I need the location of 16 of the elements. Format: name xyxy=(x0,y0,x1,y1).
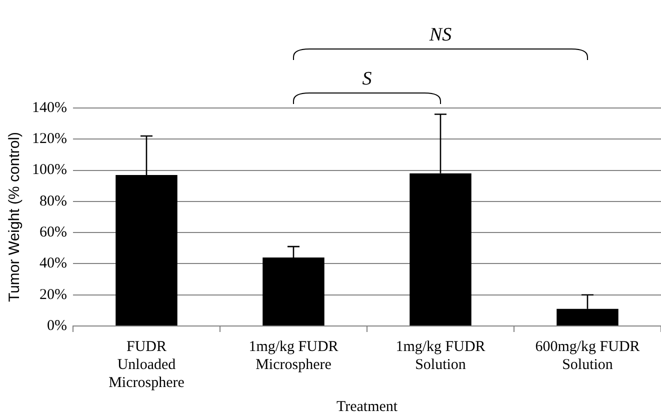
y-tick-label: 80% xyxy=(39,193,67,210)
y-tick-label: 60% xyxy=(39,224,67,241)
y-tick-label: 120% xyxy=(32,131,67,148)
x-tick-label: FUDR Unloaded Microsphere xyxy=(108,338,185,391)
x-tick-label: 1mg/kg FUDR Microsphere xyxy=(248,338,338,373)
x-tick-label: 600mg/kg FUDR Solution xyxy=(535,338,640,373)
y-tick-label: 140% xyxy=(32,100,67,116)
y-axis-title: Tumor Weight (% control) xyxy=(6,132,24,302)
x-tick-label: 1mg/kg FUDR Solution xyxy=(396,338,486,373)
text: S xyxy=(362,68,372,90)
y-tick-label: 100% xyxy=(32,162,67,178)
y-tick-label: 0% xyxy=(46,318,67,334)
y-tick-label: 20% xyxy=(39,286,67,303)
y-tick-label: 40% xyxy=(39,256,67,272)
x-axis-title: Treatment xyxy=(336,398,398,415)
text: NS xyxy=(428,24,452,46)
